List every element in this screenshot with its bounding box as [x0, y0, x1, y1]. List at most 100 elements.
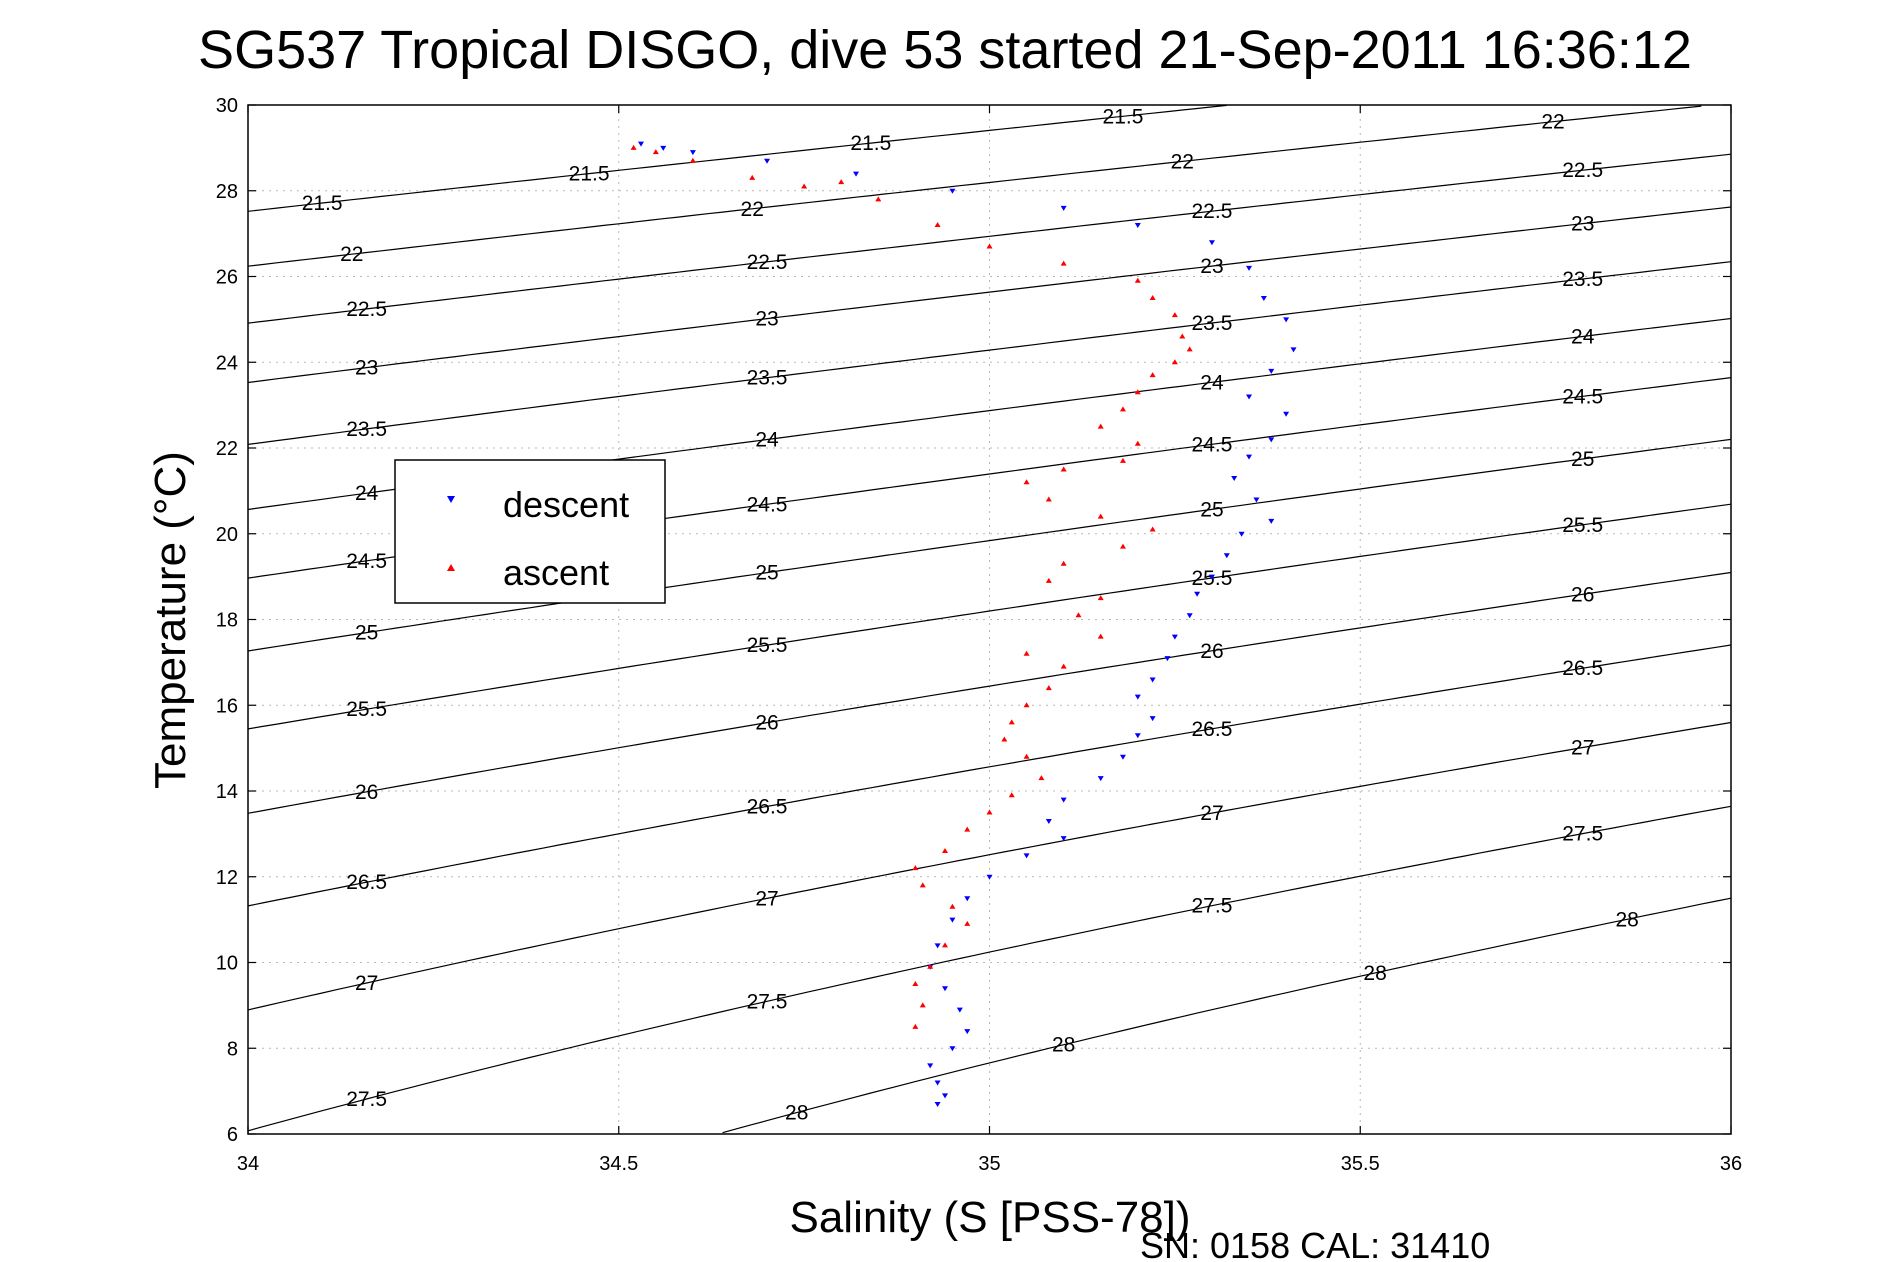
- ascent-point: [912, 865, 919, 871]
- ascent-point: [919, 882, 926, 888]
- ascent-point: [689, 157, 696, 163]
- contour-label: 24: [1571, 325, 1595, 348]
- contour-label: 26.5: [1562, 657, 1603, 680]
- legend: descent ascent: [394, 459, 666, 604]
- ascent-point: [986, 243, 993, 249]
- ascent-point: [942, 942, 949, 948]
- contour-label: 26.5: [747, 795, 788, 818]
- ascent-point: [934, 222, 941, 228]
- descent-point: [949, 917, 956, 923]
- plot-area: [247, 104, 1732, 1135]
- descent-point: [1246, 454, 1253, 460]
- contour-line: [247, 805, 1732, 1132]
- contour-label: 21.5: [569, 163, 610, 186]
- ascent-point: [986, 809, 993, 815]
- contour-label: 26.5: [346, 871, 387, 894]
- contour-label: 24: [1200, 371, 1224, 394]
- ascent-point: [1060, 663, 1067, 669]
- ascent-point: [1045, 577, 1052, 583]
- ascent-point: [1149, 294, 1156, 300]
- y-tick-label: 6: [227, 1124, 238, 1146]
- descent-point: [1097, 776, 1104, 782]
- legend-descent-label: descent: [503, 484, 629, 525]
- ascent-point: [1023, 702, 1030, 708]
- descent-point: [1283, 317, 1290, 323]
- descent-point: [1134, 223, 1141, 229]
- ascent-point: [1134, 277, 1141, 283]
- contour-line: [247, 206, 1732, 384]
- ascent-point: [1171, 359, 1178, 365]
- contour-line: [247, 721, 1732, 1011]
- contour-label: 23.5: [1562, 268, 1603, 291]
- contour-label: 28: [1616, 908, 1639, 931]
- contour-line: [247, 438, 1732, 652]
- descent-point: [1231, 476, 1238, 482]
- contour-label: 23.5: [346, 418, 387, 441]
- contour-label: 28: [1052, 1034, 1075, 1057]
- descent-point: [1119, 754, 1126, 760]
- descent-point: [1246, 394, 1253, 400]
- contour-label: 23.5: [747, 367, 788, 390]
- y-axis-label: Temperature (°C): [146, 451, 195, 789]
- descent-point: [1134, 694, 1141, 700]
- contour-line: [247, 261, 1732, 445]
- contour-label: 25: [355, 622, 378, 645]
- contour-label: 24.5: [346, 550, 387, 573]
- ascent-point: [964, 920, 971, 926]
- contour-label: 23: [755, 308, 778, 331]
- ascent-point: [1097, 513, 1104, 519]
- descent-point: [934, 943, 941, 949]
- contour-label: 22.5: [1562, 159, 1603, 182]
- contour-label: 24: [755, 429, 779, 452]
- contour-label: 27.5: [747, 990, 788, 1013]
- contour-line: [247, 571, 1732, 814]
- contour-label: 25: [1200, 498, 1223, 521]
- descent-point: [1194, 591, 1201, 597]
- ascent-point: [1045, 685, 1052, 691]
- ascent-point: [1097, 595, 1104, 601]
- descent-point: [1208, 240, 1215, 246]
- descent-point: [1149, 716, 1156, 722]
- legend-ascent-marker: [447, 564, 455, 571]
- contour-label: 27.5: [346, 1088, 387, 1111]
- ascent-point: [875, 196, 882, 202]
- contour-label: 22.5: [747, 251, 788, 274]
- descent-point: [1223, 553, 1230, 559]
- ascent-point: [1060, 260, 1067, 266]
- legend-box: [394, 459, 666, 604]
- contour-label: 27.5: [1192, 895, 1233, 918]
- ascent-point: [749, 174, 756, 180]
- contour-label: 23.5: [1192, 312, 1233, 335]
- descent-point: [1268, 437, 1275, 443]
- descent-point: [1060, 836, 1067, 842]
- contour-label: 24.5: [747, 493, 788, 516]
- descent-point: [949, 1046, 956, 1052]
- contour-label: 25.5: [747, 634, 788, 657]
- descent-point: [1149, 677, 1156, 683]
- ascent-point: [927, 963, 934, 969]
- ascent-point: [652, 149, 659, 155]
- contour-label: 26: [755, 712, 778, 735]
- descent-point: [1208, 574, 1215, 580]
- ascent-point: [1075, 612, 1082, 618]
- ascent-point: [919, 1002, 926, 1008]
- y-tick-label: 10: [216, 953, 238, 975]
- descent-point: [1260, 295, 1267, 301]
- contour-line: [247, 104, 1227, 212]
- descent-point: [1186, 613, 1193, 619]
- contour-label: 22.5: [346, 298, 387, 321]
- axis-ticks: 34 34.5 35 35.5 36 6 8 10 12 14 16 18 20 22 24 26 28 30: [216, 95, 1742, 1175]
- y-tick-label: 20: [216, 524, 238, 546]
- x-tick-label: 34.5: [599, 1153, 638, 1175]
- contour-label: 24.5: [1562, 385, 1603, 408]
- y-tick-label: 26: [216, 267, 238, 289]
- ascent-point: [949, 903, 956, 909]
- descent-point: [927, 1063, 934, 1069]
- descent-point: [660, 145, 667, 151]
- contour-label: 22: [340, 243, 363, 266]
- ascent-point: [912, 980, 919, 986]
- contour-label: 22: [1171, 150, 1194, 173]
- descent-point: [1045, 819, 1052, 825]
- ascent-point: [1149, 372, 1156, 378]
